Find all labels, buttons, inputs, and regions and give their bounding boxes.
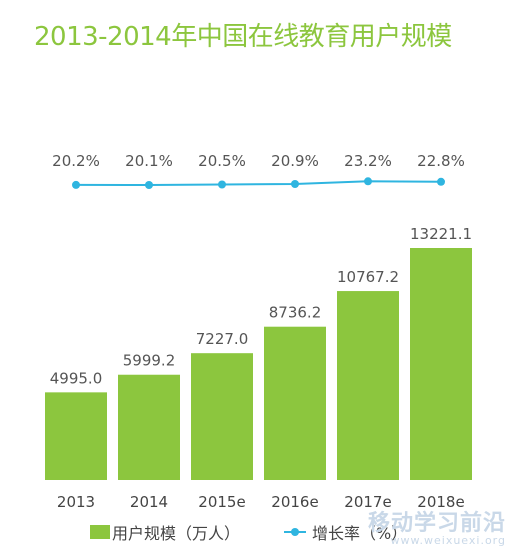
bar-2015e — [191, 353, 253, 480]
bar-value-label-2018e: 13221.1 — [410, 225, 472, 243]
legend-bar-label: 用户规模（万人） — [112, 524, 241, 543]
growth-value-label-2017e: 23.2% — [344, 152, 392, 170]
growth-point-2014 — [145, 181, 153, 189]
legend-line-label: 增长率（%） — [312, 524, 408, 543]
watermark-url: www.weixuexi.org — [390, 534, 506, 548]
legend-item-growth: 增长率（%） — [284, 520, 407, 544]
bar-value-label-2014: 5999.2 — [123, 352, 176, 370]
x-tick-label-2014: 2014 — [130, 493, 168, 511]
x-tick-label-2013: 2013 — [57, 493, 95, 511]
bar-2018e — [410, 248, 472, 480]
watermark-text: 移动学习前沿 — [367, 511, 506, 537]
bar-2017e — [337, 291, 399, 480]
growth-point-2018e — [437, 177, 445, 186]
chart-plot: 20.2% 20.1% 20.5% 20.9% 23.2% 22.8% 4995.0 599… — [45, 152, 472, 511]
growth-point-2016e — [291, 180, 299, 188]
growth-point-2013 — [72, 180, 80, 189]
growth-point-2015e — [218, 180, 226, 189]
growth-value-label-2014: 20.1% — [125, 152, 173, 170]
watermark: 移动学习前沿 www.weixuexi.org — [368, 512, 506, 547]
legend-line-swatch — [284, 525, 307, 539]
growth-point-2017e — [364, 177, 372, 186]
legend: 用户规模（万人） 增长率（%） — [90, 520, 407, 544]
bar-2013 — [45, 392, 107, 480]
growth-value-label-2018e: 22.8% — [417, 152, 465, 170]
x-axis: 2013 2014 2015e 2016e 2017e 2018e — [57, 493, 465, 511]
bar-value-label-2013: 4995.0 — [50, 369, 103, 387]
x-tick-label-2015e: 2015e — [198, 493, 245, 511]
x-tick-label-2016e: 2016e — [271, 493, 318, 511]
bar-value-label-2015e: 7227.0 — [196, 330, 249, 348]
bar-value-label-2017e: 10767.2 — [337, 268, 399, 286]
legend-item-users: 用户规模（万人） — [90, 520, 240, 544]
growth-value-label-2015e: 20.5% — [198, 152, 246, 170]
bar-layer: 4995.0 5999.2 7227.0 8736.2 10767.2 13221.1 — [45, 225, 472, 480]
growth-line — [75, 180, 442, 187]
growth-value-label-2016e: 20.9% — [271, 152, 319, 170]
bar-2014 — [118, 374, 180, 480]
growth-line-layer: 20.2% 20.1% 20.5% 20.9% 23.2% 22.8% — [52, 152, 465, 189]
bar-2016e — [264, 326, 326, 480]
chart-title: 2013-2014年中国在线教育用户规模 — [34, 22, 452, 52]
growth-value-label-2013: 20.2% — [52, 152, 100, 170]
legend-bar-swatch — [90, 525, 110, 539]
bar-value-label-2016e: 8736.2 — [269, 304, 322, 322]
x-tick-label-2018e: 2018e — [417, 493, 464, 511]
x-tick-label-2017e: 2017e — [344, 493, 391, 511]
